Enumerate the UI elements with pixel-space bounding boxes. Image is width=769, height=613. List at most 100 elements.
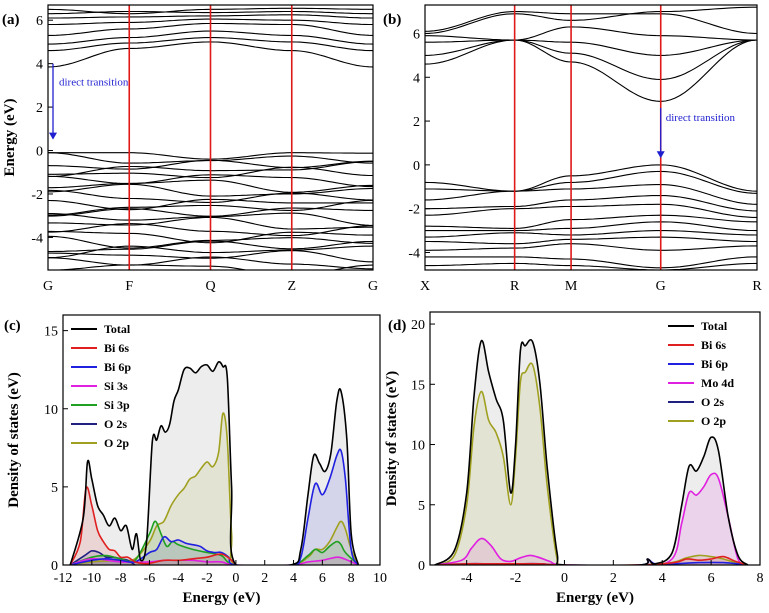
legend-label-c-2: Bi 6p	[104, 360, 131, 374]
ytick-label-d: 15	[411, 378, 425, 393]
valence-band-b-4	[425, 203, 757, 218]
xtick-label-d: 4	[659, 571, 666, 586]
conduction-band-b-5	[425, 6, 757, 35]
transition-arrowhead-b	[656, 151, 665, 159]
valence-band-b-11	[425, 262, 757, 270]
xtick-label-c: -8	[115, 571, 127, 586]
kpoint-label-b: G	[656, 279, 666, 294]
dos-area-d-5	[434, 363, 748, 565]
legend-label-d-5: O 2p	[701, 414, 726, 428]
dos-line-d-0	[434, 338, 749, 565]
dos-line-c-5	[69, 549, 136, 565]
dos-line-d-3	[434, 472, 749, 565]
dos-area-d-0	[434, 339, 748, 565]
legend-label-c-3: Si 3s	[104, 379, 128, 393]
axes-frame-d	[429, 311, 761, 566]
ytick-label-d: 20	[411, 318, 425, 333]
legend-label-c-0: Total	[104, 322, 131, 336]
legend-label-c-4: Si 3p	[104, 398, 130, 412]
ytick-label-a: -4	[31, 231, 43, 246]
dos-area-c-6	[70, 413, 359, 565]
xtick-label-d: 8	[757, 571, 764, 586]
ytick-label-d: 5	[418, 499, 425, 514]
kpoint-label-b: R	[752, 279, 762, 294]
legend-label-c-6: O 2p	[104, 436, 129, 450]
valence-band-b-7	[425, 230, 757, 238]
xtick-label-d: 6	[708, 571, 715, 586]
legend-label-d-4: O 2s	[701, 395, 724, 409]
xtick-label-d: -4	[461, 571, 473, 586]
axes-frame-b	[424, 4, 758, 271]
valence-band-b-6	[425, 221, 757, 232]
dos-area-c-2	[70, 449, 359, 565]
conduction-band-b-4	[425, 11, 757, 35]
valence-band-b-8	[425, 236, 757, 245]
dos-area-c-0	[70, 361, 359, 565]
dos-line-c-1	[69, 486, 237, 565]
conduction-band-b-0	[425, 39, 757, 102]
ytick-label-b: 2	[413, 115, 420, 130]
dos-line-d-5	[434, 362, 748, 565]
ytick-label-c: 5	[51, 481, 58, 496]
dos-line-c-6	[70, 412, 360, 565]
band-lines-b	[425, 6, 757, 270]
y-axis-label-c: Density of states (eV)	[6, 372, 22, 507]
xtick-label-c: 0	[232, 571, 239, 586]
panel-label-d: (d)	[388, 318, 406, 334]
ytick-label-b: 6	[413, 27, 420, 42]
xtick-label-c: -6	[144, 571, 156, 586]
ytick-label-d: 10	[411, 439, 425, 454]
kpoint-label-b: M	[565, 279, 578, 294]
transition-annotation-b: direct transition	[666, 112, 736, 124]
ytick-label-b: 4	[413, 71, 420, 86]
xtick-label-c: -2	[201, 571, 213, 586]
legend-label-d-1: Bi 6s	[701, 338, 726, 352]
conduction-band-b-2	[425, 39, 757, 56]
x-axis-label-d: Energy (eV)	[556, 590, 634, 606]
xtick-label-c: 4	[290, 571, 297, 586]
kpoint-label-a: G	[43, 279, 53, 294]
valence-band-b-9	[425, 243, 757, 251]
axes-frame-a	[47, 4, 374, 271]
legend-d: Total Bi 6s Bi 6p Mo 4d O 2s O 2p	[668, 319, 734, 428]
ytick-label-c: 10	[44, 403, 58, 418]
legend-label-c-1: Bi 6s	[104, 341, 129, 355]
kpoint-label-b: X	[420, 279, 430, 294]
dos-area-c-1	[70, 487, 236, 565]
transition-annotation-a: direct transition	[59, 76, 129, 88]
dos-panel-d: -4 -2 0 2 4 6 8 0 5 10 15 20 Energy (eV) Density of s…	[384, 311, 764, 606]
ytick-label-b: 0	[413, 159, 420, 174]
band-panel-a: 6 4 2 0 -2 -4 G F Q Z G Energy (eV) (a) direct transi…	[2, 4, 378, 294]
kpoint-label-a: G	[368, 279, 378, 294]
dos-curves-c	[69, 360, 360, 565]
legend-label-d-0: Total	[701, 319, 728, 333]
xtick-label-c: -10	[82, 571, 101, 586]
kpoint-label-a: Z	[287, 279, 296, 294]
panel-label-b: (b)	[383, 12, 401, 28]
dos-line-c-2	[70, 448, 360, 565]
dos-area-c-4	[70, 521, 359, 565]
ytick-label-b: -2	[408, 203, 420, 218]
ytick-label-c: 0	[51, 559, 58, 574]
y-axis-label-a: Energy (eV)	[2, 99, 18, 177]
xtick-label-c: 2	[261, 571, 268, 586]
xtick-label-c: -12	[54, 571, 73, 586]
ytick-label-a: 4	[36, 58, 43, 73]
legend-label-c-5: O 2s	[104, 417, 127, 431]
kpoint-label-a: F	[125, 279, 133, 294]
panel-label-a: (a)	[2, 12, 20, 28]
ytick-label-c: 15	[44, 325, 58, 340]
dos-curves-d	[434, 338, 749, 565]
legend-label-d-3: Mo 4d	[701, 376, 734, 390]
xtick-label-c: 8	[348, 571, 355, 586]
ytick-label-a: -2	[31, 188, 43, 203]
ytick-label-a: 2	[36, 101, 43, 116]
xtick-label-c: 6	[319, 571, 326, 586]
dos-area-d-3	[434, 473, 748, 565]
x-axis-label-c: Energy (eV)	[183, 590, 261, 606]
y-axis-label-d: Density of states (eV)	[384, 371, 400, 506]
kpoint-label-b: R	[510, 279, 520, 294]
ytick-label-d: 0	[418, 559, 425, 574]
dos-line-c-0	[69, 360, 360, 565]
xtick-label-d: 2	[610, 571, 617, 586]
